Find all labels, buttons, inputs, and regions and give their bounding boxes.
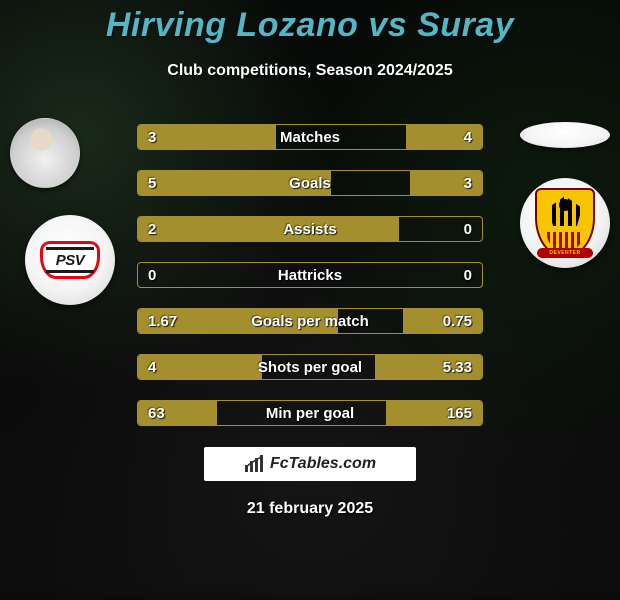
player-right-avatar — [520, 122, 610, 148]
bar-left-fill — [138, 125, 276, 149]
page-title: Hirving Lozano vs Suray — [0, 6, 620, 45]
bar-value-left: 0 — [148, 263, 156, 287]
bar-value-left: 5 — [148, 171, 156, 195]
bar-row: 0 0Hattricks — [137, 262, 483, 288]
comparison-card: Hirving Lozano vs Suray Club competition… — [0, 0, 620, 580]
bar-row: 45.33Shots per goal — [137, 354, 483, 380]
chart-icon — [244, 455, 266, 473]
crest-banner: DEVENTER — [537, 248, 593, 258]
comparison-bars: 34Matches53Goals20Assists00Hattricks1.67… — [137, 124, 483, 446]
club-left-crest: PSV — [25, 215, 115, 305]
bar-left-fill — [138, 217, 399, 241]
bar-row: 63165Min per goal — [137, 400, 483, 426]
date: 21 february 2025 — [0, 500, 620, 518]
bar-value-right: 0 — [464, 217, 472, 241]
eagle-icon — [548, 196, 582, 226]
bar-row: 20Assists — [137, 216, 483, 242]
player-left-avatar — [10, 118, 80, 188]
bar-value-right: 5.33 — [443, 355, 472, 379]
eagles-shield: DEVENTER — [535, 188, 595, 258]
psv-badge: PSV — [40, 241, 100, 279]
bar-row: 53Goals — [137, 170, 483, 196]
bar-value-left: 63 — [148, 401, 165, 425]
bar-value-right: 3 — [464, 171, 472, 195]
watermark: FcTables.com — [204, 447, 416, 481]
bar-row: 1.670.75Goals per match — [137, 308, 483, 334]
page-subtitle: Club competitions, Season 2024/2025 — [0, 62, 620, 80]
bar-value-right: 4 — [464, 125, 472, 149]
bar-value-right: 0 — [464, 263, 472, 287]
bar-value-right: 0.75 — [443, 309, 472, 333]
club-right-crest: DEVENTER — [520, 178, 610, 268]
bar-left-fill — [138, 171, 331, 195]
bar-label: Hattricks — [138, 263, 482, 287]
bar-value-left: 3 — [148, 125, 156, 149]
bar-value-left: 1.67 — [148, 309, 177, 333]
bar-row: 34Matches — [137, 124, 483, 150]
bar-value-left: 2 — [148, 217, 156, 241]
bar-value-left: 4 — [148, 355, 156, 379]
bar-left-fill — [138, 355, 262, 379]
bar-value-right: 165 — [447, 401, 472, 425]
watermark-text: FcTables.com — [270, 455, 376, 473]
